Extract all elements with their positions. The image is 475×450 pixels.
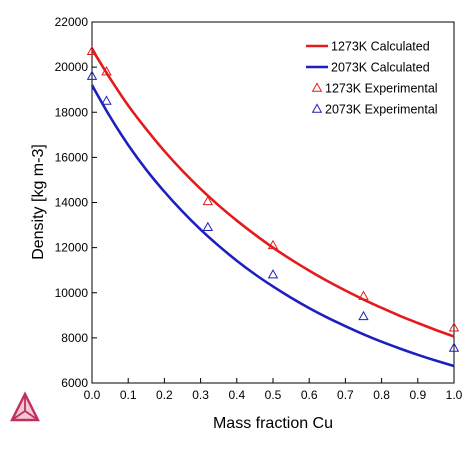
- x-tick-label: 0.3: [192, 388, 209, 402]
- x-tick-label: 0.6: [301, 388, 318, 402]
- x-tick-label: 1.0: [446, 388, 463, 402]
- x-axis-ticks: 0.0 0.1 0.2 0.3 0.4 0.5 0.6 0.7 0.8 0.9 1.0: [84, 378, 463, 402]
- y-tick-label: 14000: [55, 196, 89, 210]
- x-tick-label: 0.0: [84, 388, 101, 402]
- legend-label: 1273K Calculated: [331, 40, 430, 54]
- x-tick-label: 0.9: [409, 388, 426, 402]
- data-point-2073k-experimental: [101, 95, 112, 105]
- x-tick-label: 0.8: [373, 388, 390, 402]
- x-tick-label: 0.4: [228, 388, 245, 402]
- plot-area-frame: [91, 21, 455, 384]
- y-tick-label: 8000: [61, 331, 88, 345]
- y-tick-label: 10000: [55, 286, 89, 300]
- data-point-2073k-experimental: [202, 221, 214, 232]
- data-point-1273k-experimental: [448, 322, 460, 332]
- legend-swatch: [311, 82, 323, 92]
- data-point-2073k-experimental: [86, 70, 98, 80]
- y-tick-label: 18000: [55, 105, 89, 119]
- series-line-1273k-calculated: [90, 48, 455, 338]
- legend-label: 2073K Calculated: [331, 61, 430, 75]
- x-tick-label: 0.7: [337, 388, 354, 402]
- data-point-1273k-experimental: [101, 66, 112, 76]
- y-tick-label: 12000: [55, 241, 89, 255]
- data-point-1273k-experimental: [202, 195, 214, 206]
- y-tick-label: 16000: [55, 150, 89, 164]
- data-point-2073k-experimental: [358, 310, 369, 321]
- x-tick-label: 0.1: [120, 388, 137, 402]
- legend-label: 1273K Experimental: [325, 82, 438, 96]
- data-point-1273k-experimental: [358, 290, 369, 300]
- data-point-2073k-experimental: [448, 342, 460, 352]
- x-tick-label: 0.2: [156, 388, 173, 402]
- y-tick-label: 22000: [55, 15, 89, 29]
- y-axis-ticks: 6000 8000 10000 12000 14000 16000 18000 20000 22…: [55, 15, 97, 390]
- series-line-2073k-calculated: [90, 84, 455, 368]
- y-tick-label: 20000: [55, 60, 89, 74]
- x-axis-title: Mass fraction Cu: [213, 415, 333, 432]
- legend: 1273K Calculated 2073K Calculated 1273K Ex…: [306, 40, 438, 117]
- data-point-2073k-experimental: [267, 269, 279, 279]
- y-tick-label: 6000: [61, 376, 88, 390]
- data-point-1273k-experimental: [267, 239, 279, 250]
- series-layer: [86, 45, 460, 368]
- data-point-1273k-experimental: [86, 45, 98, 56]
- legend-label: 2073K Experimental: [325, 103, 438, 117]
- legend-swatch: [311, 103, 323, 113]
- x-tick-label: 0.5: [265, 388, 282, 402]
- triangle-logo-icon: [10, 391, 40, 422]
- y-axis-title: Density [kg m-3]: [30, 144, 47, 260]
